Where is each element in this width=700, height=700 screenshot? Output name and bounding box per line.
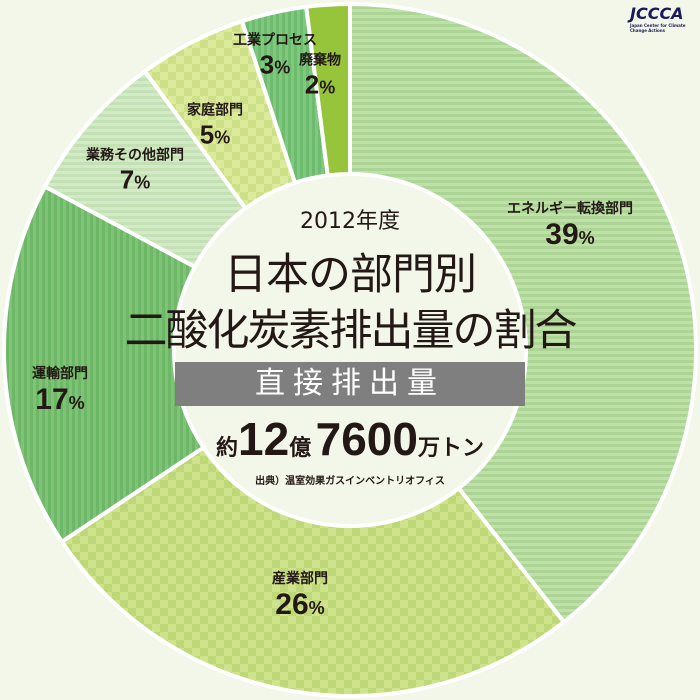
slice-1 (59, 444, 567, 698)
jccca-logo: JCCCA Japan Center for Climate Change Act… (630, 4, 686, 33)
source-note: 出典）温室効果ガスインベントリオフィス (255, 476, 445, 487)
direct-emissions-band: 直接排出量 (175, 362, 525, 406)
slice-name: 運輸部門 (32, 366, 88, 382)
slice-name: エネルギー転換部門 (507, 201, 633, 217)
slice-value: 26 (275, 588, 309, 621)
slice-6 (303, 1, 352, 178)
slice-value: 39 (545, 218, 579, 251)
chart-title-line1: 日本の部門別 (224, 250, 477, 300)
slice-value: 5 (199, 119, 215, 150)
slice-name: 廃棄物 (299, 52, 341, 69)
slice-label: 業務その他部門 7% (86, 145, 184, 196)
slice-label: 工業プロセス 3% (233, 30, 317, 81)
slice-name: 産業部門 (272, 571, 328, 587)
total-emissions: 約12億 7600万トン (215, 413, 484, 465)
slice-name: 家庭部門 (187, 102, 243, 119)
slice-value: 17 (35, 383, 69, 416)
donut-hole (176, 176, 524, 524)
slice-value: 2 (304, 69, 320, 100)
slice-label: 家庭部門 5% (187, 100, 243, 151)
slice-name: 業務その他部門 (86, 147, 184, 164)
slice-label: 産業部門 26% (272, 568, 328, 622)
slice-name: 工業プロセス (233, 32, 317, 49)
slice-label: エネルギー転換部門 39% (507, 198, 633, 252)
slice-label: 運輸部門 17% (32, 363, 88, 417)
slice-0 (348, 1, 698, 625)
year-label: 2012年度 (300, 209, 400, 234)
slice-value: 3 (259, 49, 275, 80)
slice-value: 7 (119, 164, 135, 195)
slice-label: 廃棄物 2% (299, 50, 341, 101)
chart-title-line2: 二酸化炭素排出量の割合 (124, 306, 578, 356)
